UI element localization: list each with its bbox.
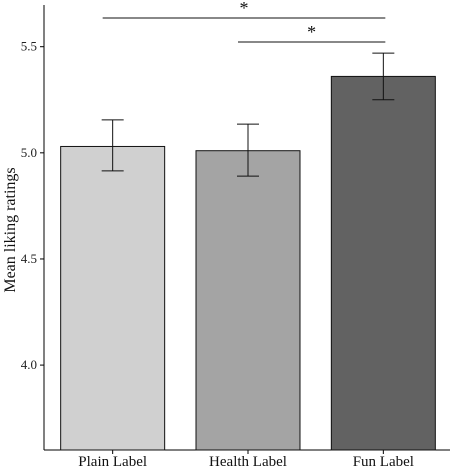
bars <box>60 75 436 451</box>
x-tick-label: Plain Label <box>78 454 147 469</box>
significance-label: * <box>240 0 249 18</box>
y-tick-label: 5.0 <box>21 145 37 160</box>
y-tick-label: 4.5 <box>21 251 37 266</box>
bar <box>195 150 301 451</box>
significance-label: * <box>307 22 316 42</box>
bar <box>60 145 166 451</box>
bar <box>330 75 436 451</box>
significance-brackets: ** <box>102 0 386 43</box>
x-tick-label: Fun Label <box>353 454 414 469</box>
y-axis: 4.0 4.5 5.0 5.5 <box>21 5 45 450</box>
x-tick-label: Health Label <box>209 454 287 469</box>
y-tick-label: 4.0 <box>21 357 37 372</box>
y-tick-label: 5.5 <box>21 39 37 54</box>
error-bars <box>101 52 395 177</box>
x-axis: Plain Label Health Label Fun Label <box>44 449 450 469</box>
y-axis-title: Mean liking ratings <box>2 167 19 292</box>
